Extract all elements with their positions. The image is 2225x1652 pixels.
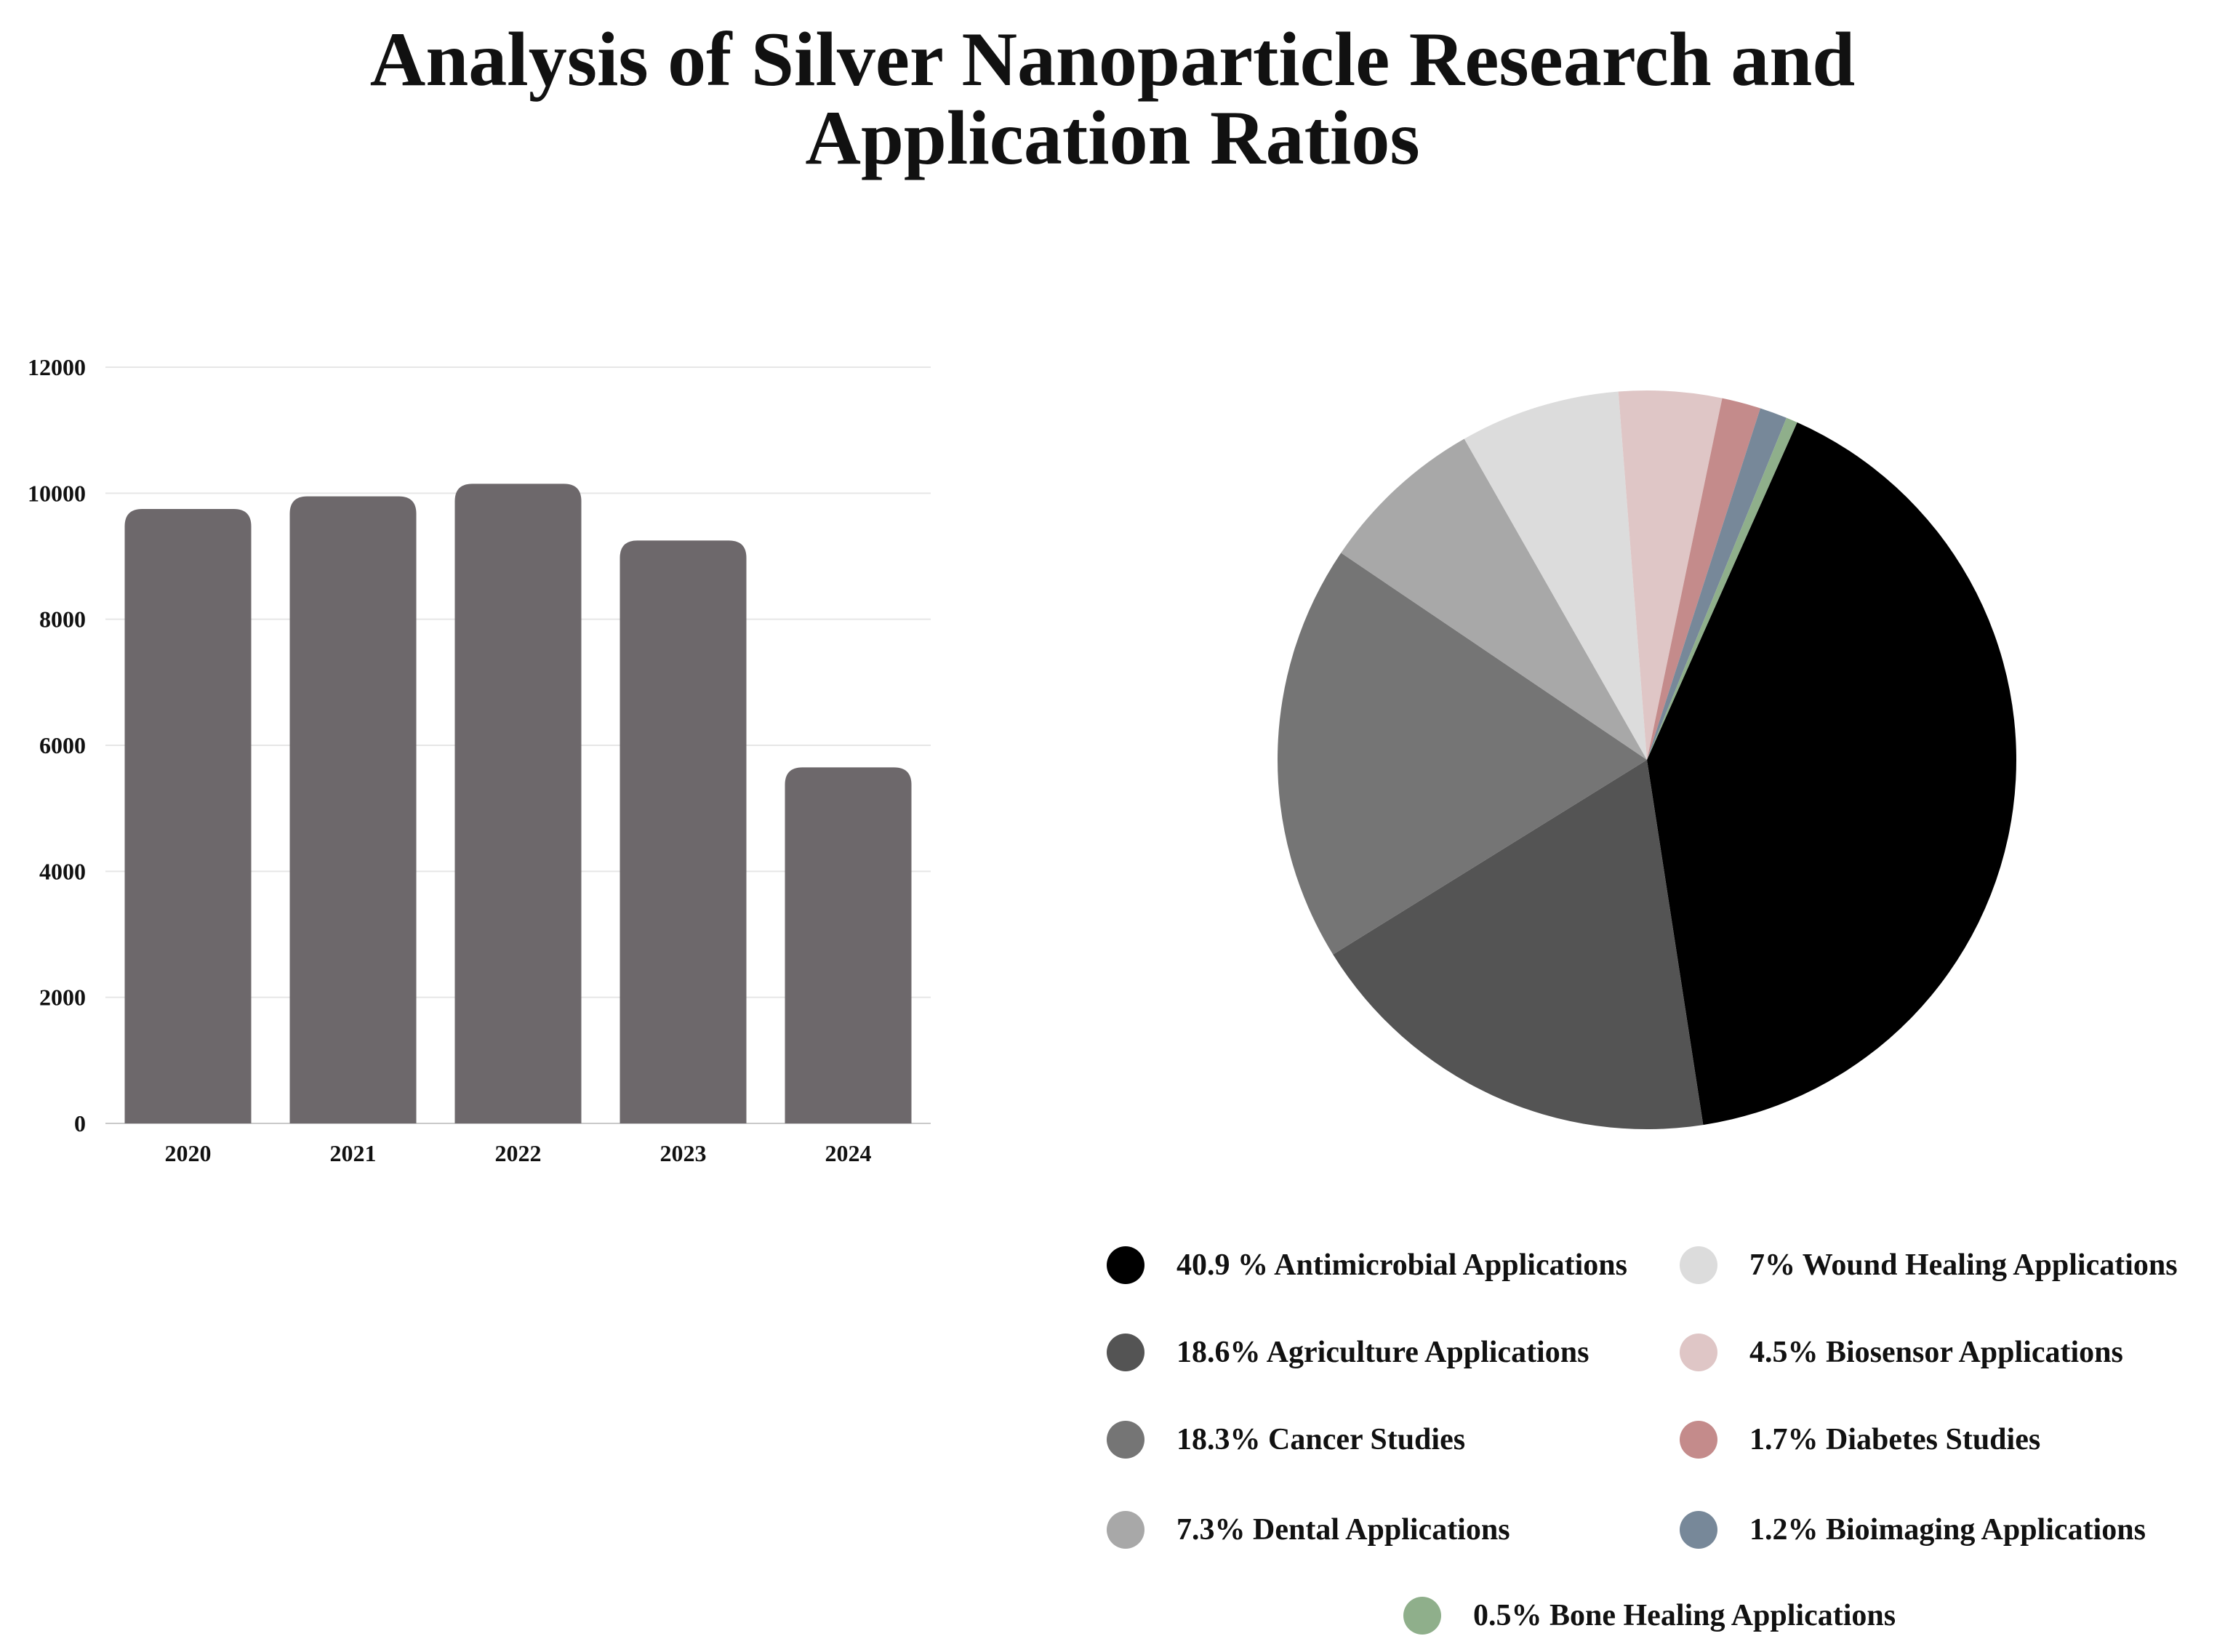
- x-tick-label: 2020: [165, 1140, 212, 1166]
- legend-swatch: [1680, 1421, 1717, 1459]
- y-tick-label: 0: [74, 1110, 86, 1136]
- bar-2023: [620, 540, 747, 1123]
- x-tick-label: 2022: [495, 1140, 542, 1166]
- bar-chart: 0 2000 4000 6000 8000 10000 12000 2020 2021 2022 2…: [28, 354, 931, 1166]
- pie-slice-2: [1333, 760, 1704, 1129]
- legend-item: 1.7% Diabetes Studies: [1680, 1421, 2040, 1459]
- pie-slice-7: [1647, 398, 1760, 760]
- title-line-2: Application Ratios: [805, 95, 1420, 180]
- pie-slice-3: [1278, 553, 1647, 955]
- x-tick-label: 2021: [330, 1140, 377, 1166]
- legend-label: 1.2% Bioimaging Applications: [1749, 1513, 2146, 1547]
- y-tick-label: 10000: [28, 480, 86, 506]
- x-tick-label: 2023: [660, 1140, 707, 1166]
- legend-swatch: [1107, 1334, 1144, 1371]
- y-tick-label: 4000: [39, 858, 86, 884]
- legend-label: 1.7% Diabetes Studies: [1749, 1423, 2041, 1456]
- legend-item: 40.9 % Antimicrobial Applications: [1107, 1246, 1627, 1284]
- pie-slice-1: [1647, 422, 2016, 1126]
- legend-swatch: [1107, 1421, 1144, 1459]
- legend-item: 18.6% Agriculture Applications: [1107, 1334, 1589, 1371]
- legend-swatch: [1107, 1246, 1144, 1284]
- legend-swatch: [1403, 1597, 1441, 1635]
- legend-label: 0.5% Bone Healing Applications: [1473, 1599, 1896, 1632]
- bar-2024: [785, 767, 912, 1123]
- legend-label: 4.5% Biosensor Applications: [1749, 1336, 2123, 1369]
- legend-item: 4.5% Biosensor Applications: [1680, 1334, 2123, 1371]
- legend-label: 7.3% Dental Applications: [1176, 1513, 1510, 1547]
- bar-2020: [124, 509, 252, 1123]
- bar-2021: [289, 496, 417, 1123]
- legend-label: 40.9 % Antimicrobial Applications: [1176, 1248, 1627, 1282]
- x-tick-label: 2024: [825, 1140, 872, 1166]
- legend-swatch: [1680, 1246, 1717, 1284]
- legend-swatch: [1680, 1511, 1717, 1549]
- pie-slice-9: [1647, 417, 1797, 760]
- y-tick-label: 2000: [39, 985, 86, 1011]
- legend-item: 7.3% Dental Applications: [1107, 1511, 1510, 1549]
- legend-item: 18.3% Cancer Studies: [1107, 1421, 1465, 1459]
- pie-slice-6: [1618, 390, 1723, 760]
- y-tick-label: 8000: [39, 606, 86, 633]
- y-tick-label: 12000: [28, 354, 86, 380]
- bar-2022: [454, 484, 582, 1123]
- title-line-1: Analysis of Silver Nanoparticle Research…: [369, 17, 1856, 102]
- pie-slice-4: [1341, 438, 1647, 760]
- pie-slice-5: [1464, 391, 1647, 760]
- chart-title: Analysis of Silver Nanoparticle Research…: [0, 20, 2225, 177]
- legend-item: 0.5% Bone Healing Applications: [1403, 1597, 1896, 1635]
- pie-slice-8: [1647, 408, 1787, 760]
- legend-item: 1.2% Bioimaging Applications: [1680, 1511, 2146, 1549]
- y-tick-label: 6000: [39, 732, 86, 758]
- legend-label: 18.6% Agriculture Applications: [1176, 1336, 1589, 1369]
- legend-label: 18.3% Cancer Studies: [1176, 1423, 1466, 1456]
- pie-chart: [1278, 390, 2016, 1129]
- legend-label: 7% Wound Healing Applications: [1749, 1248, 2178, 1282]
- legend-swatch: [1680, 1334, 1717, 1371]
- legend-item: 7% Wound Healing Applications: [1680, 1246, 2178, 1284]
- legend-swatch: [1107, 1511, 1144, 1549]
